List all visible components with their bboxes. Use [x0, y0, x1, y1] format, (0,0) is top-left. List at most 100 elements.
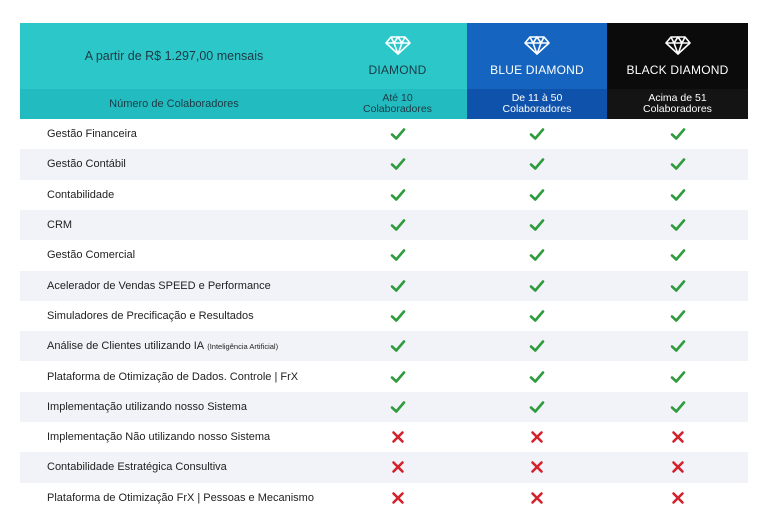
check-mark [670, 128, 685, 140]
check-mark [529, 219, 545, 231]
mark-cell [328, 240, 467, 270]
check-mark [529, 340, 545, 353]
mark-cell [467, 301, 607, 331]
row-background [20, 482, 748, 513]
check-mark [670, 188, 685, 201]
mark-cell [328, 422, 467, 452]
mark-cell [328, 301, 467, 331]
feature-name: Plataforma de Otimização FrX | Pessoas e… [47, 491, 314, 504]
row-background [20, 361, 748, 392]
check-mark [670, 279, 685, 292]
mark-cell [467, 210, 607, 240]
check-mark [529, 249, 545, 262]
mark-cell [328, 119, 467, 149]
check-mark [670, 219, 685, 231]
check-mark [390, 219, 405, 231]
feature-name: CRM [47, 219, 73, 232]
mark-cell [607, 271, 748, 301]
cross-mark [391, 431, 404, 443]
row-background [20, 149, 748, 180]
row-background [20, 300, 748, 332]
row-background [20, 119, 748, 150]
check-mark [529, 370, 545, 383]
feature-cell: Análise de Clientes utilizando IA (Intel… [20, 331, 328, 361]
plan-collaborators: Acima de 51 Colaboradores [607, 89, 748, 119]
mark-cell [328, 210, 467, 240]
row-background [20, 179, 748, 210]
cross-mark [531, 431, 543, 443]
plan-collaborators: Até 10 Colaboradores [328, 89, 467, 119]
feature-cell: Acelerador de Vendas SPEED e Performance [20, 271, 328, 301]
collaborators-line: Colaboradores [363, 103, 432, 115]
check-mark [390, 158, 405, 171]
row-background [20, 209, 748, 241]
mark-cell [607, 119, 748, 149]
cross-mark [671, 431, 684, 443]
plan-name: BLACK DIAMOND [626, 63, 729, 77]
cross-mark [531, 461, 543, 474]
collaborators-line: Acima de 51 [648, 92, 707, 104]
mark-cell [607, 301, 748, 331]
feature-cell: Plataforma de Otimização FrX | Pessoas e… [20, 483, 328, 513]
plan-name: BLUE DIAMOND [490, 63, 584, 77]
mark-cell [607, 331, 748, 361]
check-mark [670, 370, 685, 383]
plan-header: BLUE DIAMOND [467, 23, 607, 89]
mark-cell [467, 119, 607, 149]
feature-note: (Inteligência Artificial) [207, 341, 279, 351]
cross-mark [531, 491, 543, 504]
check-mark [390, 249, 405, 262]
mark-cell [328, 149, 467, 179]
mark-cell [607, 452, 748, 482]
row-background [20, 422, 748, 453]
mark-cell [328, 483, 467, 513]
mark-cell [607, 392, 748, 422]
feature-cell: Contabilidade [20, 180, 328, 210]
price-text: A partir de R$ 1.297,00 mensais [84, 49, 264, 63]
plan-header: BLACK DIAMOND [607, 23, 748, 89]
mark-cell [467, 149, 607, 179]
cross-mark [391, 461, 404, 474]
diamond-icon [524, 36, 550, 55]
feature-name: Gestão Financeira [47, 128, 137, 141]
check-mark [390, 310, 405, 322]
feature-cell: Gestão Comercial [20, 240, 328, 270]
feature-name: Plataforma de Otimização de Dados. Contr… [47, 370, 299, 383]
subheader-label-cell: Número de Colaboradores [20, 89, 328, 119]
subheader-label: Número de Colaboradores [109, 97, 239, 110]
mark-cell [328, 361, 467, 391]
mark-cell [328, 271, 467, 301]
mark-cell [467, 240, 607, 270]
check-mark [529, 128, 545, 140]
diamond-icon [384, 36, 411, 55]
collaborators-line: Colaboradores [643, 103, 712, 115]
cross-mark [671, 491, 684, 504]
feature-name: Gestão Contábil [47, 158, 126, 171]
mark-cell [607, 180, 748, 210]
check-mark [670, 249, 685, 262]
check-mark [670, 158, 685, 171]
feature-cell: Implementação utilizando nosso Sistema [20, 392, 328, 422]
price-cell: A partir de R$ 1.297,00 mensais [20, 23, 328, 89]
feature-cell: Plataforma de Otimização de Dados. Contr… [20, 361, 328, 391]
mark-cell [607, 210, 748, 240]
feature-name: Análise de Clientes utilizando IA [47, 340, 205, 353]
check-mark [529, 279, 545, 292]
mark-cell [607, 483, 748, 513]
feature-name: Contabilidade Estratégica Consultiva [47, 461, 227, 474]
mark-cell [328, 180, 467, 210]
check-mark [670, 401, 685, 413]
check-mark [390, 128, 405, 140]
feature-cell: Gestão Contábil [20, 149, 328, 179]
check-mark [529, 188, 545, 201]
feature-name: Acelerador de Vendas SPEED e Performance [47, 279, 271, 292]
feature-cell: CRM [20, 210, 328, 240]
check-mark [670, 310, 685, 322]
mark-cell [467, 483, 607, 513]
mark-cell [607, 361, 748, 391]
check-mark [390, 370, 405, 383]
cross-mark [671, 461, 684, 474]
feature-name: Contabilidade [47, 188, 115, 201]
feature-name: Simuladores de Precificação e Resultados [47, 309, 254, 322]
feature-cell: Gestão Financeira [20, 119, 328, 149]
